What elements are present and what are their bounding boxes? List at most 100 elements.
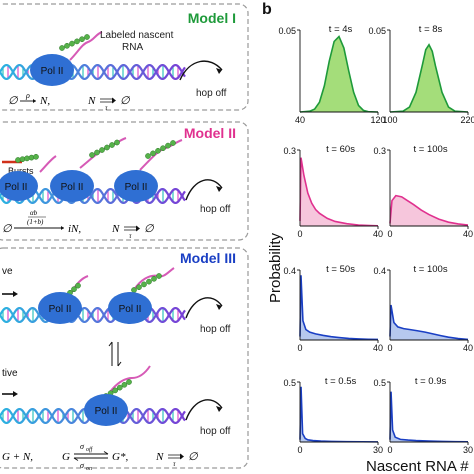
chart-7-y-tick-label: 0.5 — [373, 378, 386, 388]
rna-label-bead — [156, 273, 162, 279]
model-2-pol2-label-2: Pol II — [61, 182, 84, 193]
model-3-active-pol2-label-1: Pol II — [49, 304, 72, 315]
model-2-equation: ∅ αb (1+b) iN, N τ ∅ — [2, 209, 154, 240]
model-3-eq-sigma-on: σ — [80, 461, 85, 470]
chart-7-area — [390, 391, 468, 442]
model-3-eq-species: N — [155, 451, 164, 463]
chart-3-x-tick-label-right: 40 — [463, 229, 473, 239]
chart-4-y-tick-label: 0.4 — [283, 266, 296, 276]
rna-label-bead — [104, 144, 110, 151]
chart-0-area — [300, 36, 378, 113]
model-2-hop-off-arrow — [185, 179, 223, 201]
chart-6-title: t = 0.5s — [325, 376, 357, 387]
model-2-hop-off-label: hop off — [200, 204, 231, 215]
model-2-box — [0, 121, 249, 241]
model-3-active-dna-helix — [0, 306, 186, 324]
model-3-equation: G + N, G σ off σ on G*, N τ ∅ — [2, 442, 198, 472]
dna-strand — [0, 306, 186, 324]
model-3-active-pol2-label-2: Pol II — [119, 304, 142, 315]
chart-1-area — [390, 44, 468, 113]
model-3-active-hop-off-label: hop off — [200, 324, 231, 335]
rna-label-bead — [121, 381, 128, 388]
chart-6-line — [299, 386, 379, 443]
chart-0: 0.05 40 120 t = 4s — [278, 24, 385, 125]
chart-0-title: t = 4s — [329, 24, 353, 35]
model-3-box — [0, 247, 249, 469]
chart-0-y-tick-label: 0.05 — [278, 26, 296, 36]
model-1-equation: ∅ ρ N, N τ ∅ — [8, 91, 130, 112]
model-1-eq-species: N — [87, 95, 96, 107]
model-2-bursts-label: Bursts — [8, 166, 34, 176]
rna-label-bead — [84, 34, 90, 40]
chart-7-x-tick-label-right: 30 — [463, 445, 473, 455]
model-3-inactive-rna — [103, 365, 151, 399]
model-2-pol2-blob-2 — [50, 170, 94, 202]
chart-5-line — [389, 304, 469, 341]
model-2-rna-1 — [15, 153, 57, 173]
model-1-rna-label-line2: RNA — [122, 42, 143, 53]
rna-label-bead — [89, 152, 95, 158]
rna-label-bead — [136, 284, 142, 291]
chart-4-x-tick-label-right: 40 — [373, 343, 383, 353]
rna-label-bead — [170, 140, 176, 146]
model-2-rna-2 — [79, 137, 127, 169]
model-3-eq-gene-star: G*, — [112, 451, 128, 463]
model-1-eq-empty-right: ∅ — [120, 95, 130, 107]
chart-7: 0.5 0 30 t = 0.9s — [373, 376, 473, 455]
chart-6-x-tick-label-left: 0 — [297, 445, 302, 455]
model-1-rna-label-line1: Labeled nascent — [100, 30, 174, 41]
model-2-eq-product: iN, — [68, 223, 81, 235]
rna-label-bead — [141, 281, 147, 288]
chart-4: 0.4 0 40 t = 50s — [283, 264, 383, 353]
model-1-dna-helix — [0, 63, 186, 81]
dna-strand — [0, 63, 186, 81]
model-3-inactive-pol2-blob — [84, 394, 128, 426]
rna-label-bead — [126, 379, 132, 385]
chart-4-line — [299, 275, 379, 341]
rna-label-bead — [69, 40, 75, 47]
chart-6-x-tick-label-right: 30 — [373, 445, 383, 455]
y-axis-label: Probability — [267, 232, 284, 303]
chart-4-area — [300, 275, 378, 340]
rna-label-bead — [99, 147, 105, 153]
model-3-active-hop-off-arrow — [185, 297, 223, 319]
model-2-eq-empty-right: ∅ — [144, 223, 154, 235]
chart-4-x-tick-label-left: 0 — [297, 343, 302, 353]
chart-7-line — [389, 391, 469, 443]
rna-label-bead — [59, 45, 65, 51]
chart-3-y-tick-label: 0.3 — [373, 146, 386, 156]
model-2-eq-empty: ∅ — [2, 223, 12, 235]
rna-label-bead — [131, 287, 137, 293]
rna-label-bead — [64, 42, 70, 49]
model-3-eq-empty-right: ∅ — [188, 451, 198, 463]
model-3-active-rna-2 — [131, 267, 175, 293]
model-1-title: Model I — [188, 10, 236, 26]
model-3-panel: Model III ve Pol II Pol II hop off tive — [0, 247, 249, 472]
model-3-inactive-label: tive — [2, 368, 18, 379]
model-3-eq-sigma-off: σ — [80, 442, 85, 451]
rna-label-bead — [165, 142, 171, 149]
chart-1-line — [389, 43, 469, 113]
model-3-inactive-hop-off-label: hop off — [200, 426, 231, 437]
model-3-eq-sigma-off-sub: off — [86, 446, 94, 453]
model-2-pol2-label-3: Pol II — [125, 182, 148, 193]
chart-3-area — [390, 195, 468, 226]
model-2-eq-delay: τ — [129, 232, 132, 240]
model-1-eq-delay: τ — [105, 104, 108, 112]
chart-5-area — [390, 305, 468, 340]
chart-1-x-tick-label-right: 220 — [460, 115, 474, 125]
distribution-charts: 0.05 40 120 t = 4s 0.05 100 220 t = 8s 0.3 0 40 t =… — [278, 24, 474, 455]
chart-2-line — [299, 157, 379, 227]
model-1-pol2-label: Pol II — [41, 66, 64, 77]
chart-4-title: t = 50s — [326, 264, 355, 275]
model-2-title: Model II — [184, 125, 236, 141]
rna-label-bead — [160, 145, 166, 152]
chart-3-line — [389, 194, 469, 226]
rna-label-bead — [94, 149, 100, 156]
model-3-eq-sigma-on-sub: on — [86, 466, 92, 472]
rna-label-bead — [79, 36, 85, 43]
chart-5-x-tick-label-left: 0 — [387, 343, 392, 353]
model-1-eq-rate: ρ — [25, 91, 30, 100]
chart-2-area — [300, 157, 378, 226]
